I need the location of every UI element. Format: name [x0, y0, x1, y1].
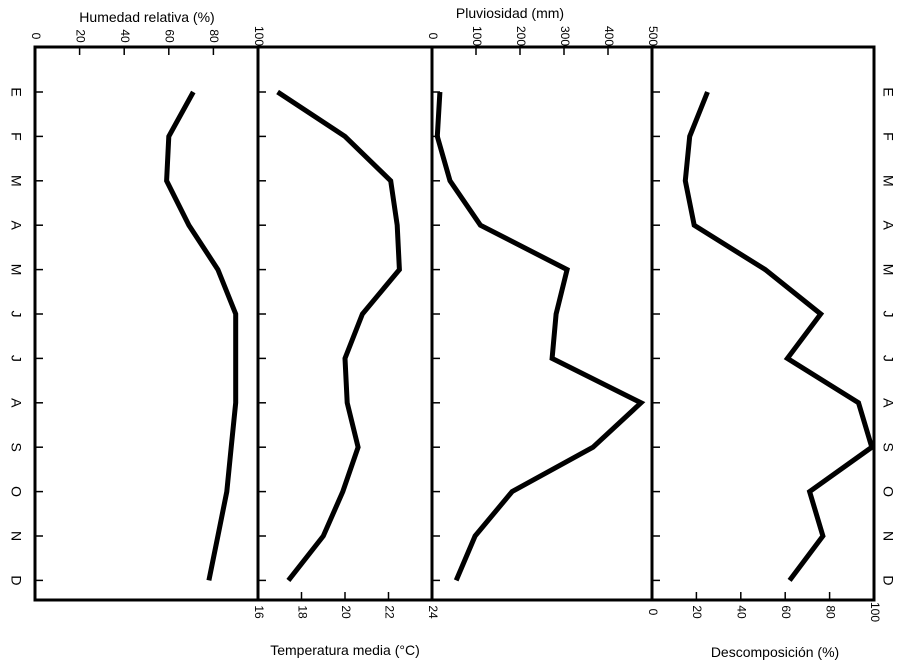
- tick-label: 400: [602, 26, 616, 46]
- panel-2: 16 18 20 22 24 Temperatura media (°C): [252, 45, 440, 658]
- tick-label: 500: [646, 26, 660, 46]
- tick-label: 80: [207, 29, 221, 43]
- tick-label: 40: [735, 605, 749, 619]
- tick-label: 22: [382, 605, 396, 619]
- month-label: M: [880, 175, 896, 187]
- month-label: O: [8, 486, 24, 497]
- panel-frame: [650, 45, 876, 602]
- month-label: M: [880, 264, 896, 276]
- month-label: O: [880, 486, 896, 497]
- month-label: J: [8, 311, 24, 318]
- panel-frame: [33, 45, 260, 602]
- month-label: D: [8, 575, 24, 585]
- month-label: N: [8, 531, 24, 541]
- month-label: J: [880, 311, 896, 318]
- panel-1: 0 20 40 60 80 100 Humedad relativa (%): [29, 9, 266, 602]
- tick-label: 300: [558, 26, 572, 46]
- panel-frame: [430, 45, 654, 602]
- month-label: A: [880, 398, 896, 408]
- tick-label: 24: [426, 605, 440, 619]
- panel-frame: [256, 45, 434, 602]
- month-label: J: [880, 355, 896, 362]
- tick-label: 60: [163, 29, 177, 43]
- month-label: M: [8, 264, 24, 276]
- tick-label: 200: [514, 26, 528, 46]
- month-label: A: [8, 398, 24, 408]
- month-label: A: [8, 221, 24, 231]
- axis-label: Temperatura media (°C): [270, 642, 420, 658]
- tick-label: 18: [295, 605, 309, 619]
- panel-4: 0 20 40 60 80 100 Descomposición (%): [646, 45, 882, 660]
- tick-label: 100: [252, 26, 266, 46]
- axis-label: Descomposición (%): [711, 644, 839, 660]
- tick-label: 0: [646, 609, 660, 616]
- axis-label: Pluviosidad (mm): [456, 5, 564, 21]
- tick-label: 40: [118, 29, 132, 43]
- series-line: [682, 91, 875, 582]
- month-label: S: [8, 443, 24, 452]
- month-label: F: [8, 132, 24, 141]
- month-label: D: [880, 575, 896, 585]
- panel-3: 0 100 200 300 400 500 Pluviosidad (mm): [426, 5, 660, 602]
- tick-label: 100: [868, 602, 882, 622]
- month-label: S: [880, 443, 896, 452]
- tick-label: 20: [690, 605, 704, 619]
- month-label: J: [8, 355, 24, 362]
- month-label: E: [8, 87, 24, 96]
- month-label: M: [8, 175, 24, 187]
- tick-label: 60: [779, 605, 793, 619]
- tick-label: 20: [73, 29, 87, 43]
- month-label: N: [880, 531, 896, 541]
- month-label: A: [880, 221, 896, 231]
- tick-label: 0: [29, 33, 43, 40]
- month-label: E: [880, 87, 896, 96]
- tick-label: 20: [339, 605, 353, 619]
- tick-label: 16: [252, 605, 266, 619]
- series-line: [164, 90, 239, 581]
- month-label: F: [880, 132, 896, 141]
- tick-label: 0: [426, 33, 440, 40]
- series-line: [434, 91, 646, 582]
- axis-label: Humedad relativa (%): [79, 9, 214, 25]
- tick-label: 80: [823, 605, 837, 619]
- series-line: [276, 89, 402, 582]
- tick-label: 100: [470, 26, 484, 46]
